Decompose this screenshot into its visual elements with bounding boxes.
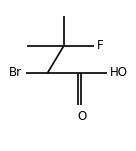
Text: HO: HO [110, 66, 128, 79]
Text: O: O [77, 109, 86, 122]
Text: Br: Br [9, 66, 22, 79]
Text: F: F [97, 39, 103, 52]
